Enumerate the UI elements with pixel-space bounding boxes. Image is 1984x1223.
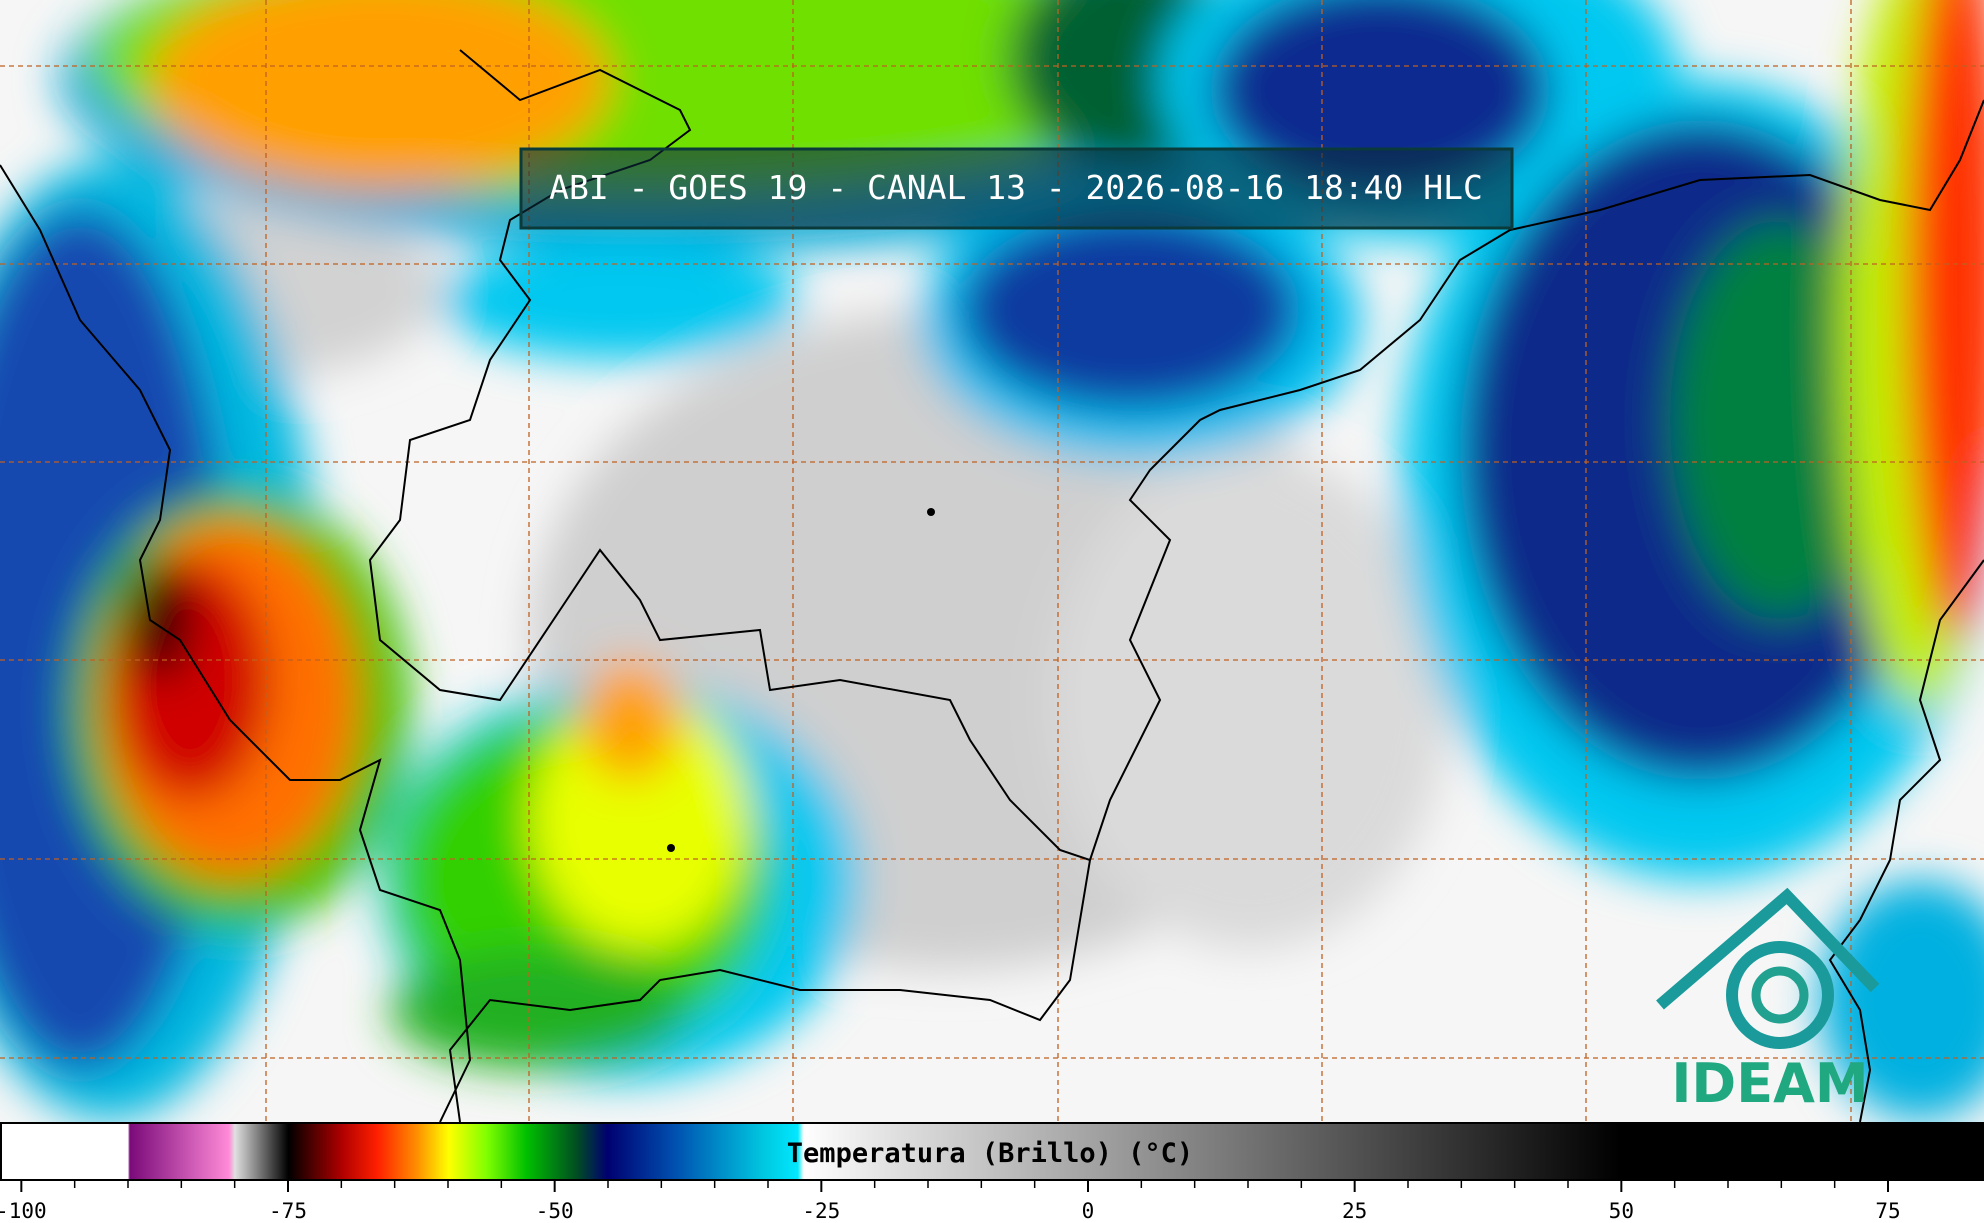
title: ABI - GOES 19 - CANAL 13 - 2026-08-16 18… xyxy=(549,168,1483,207)
logo: IDEAM xyxy=(1656,887,1880,1115)
imagery: IDEAM ABI - GOES 19 - CANAL 13 - 2026-08… xyxy=(0,0,1984,1122)
tick-label: -75 xyxy=(269,1199,307,1223)
tick-label: 50 xyxy=(1609,1199,1634,1223)
tick-label: -100 xyxy=(0,1199,47,1223)
graticule xyxy=(0,0,1984,1122)
city-marker xyxy=(927,508,935,516)
city-marker xyxy=(667,844,675,852)
tick-label: -25 xyxy=(802,1199,840,1223)
tick-label: -50 xyxy=(536,1199,574,1223)
tick-label: 25 xyxy=(1342,1199,1367,1223)
logo-text: IDEAM xyxy=(1671,1052,1868,1115)
borders xyxy=(0,49,1984,1122)
title-box xyxy=(519,147,1514,230)
colorbar: Temperatura (Brillo) (°C) xyxy=(0,1122,1984,1181)
tick-label: 0 xyxy=(1082,1199,1095,1223)
tick-label: 75 xyxy=(1875,1199,1900,1223)
colorbar-label: Temperatura (Brillo) (°C) xyxy=(787,1138,1193,1169)
